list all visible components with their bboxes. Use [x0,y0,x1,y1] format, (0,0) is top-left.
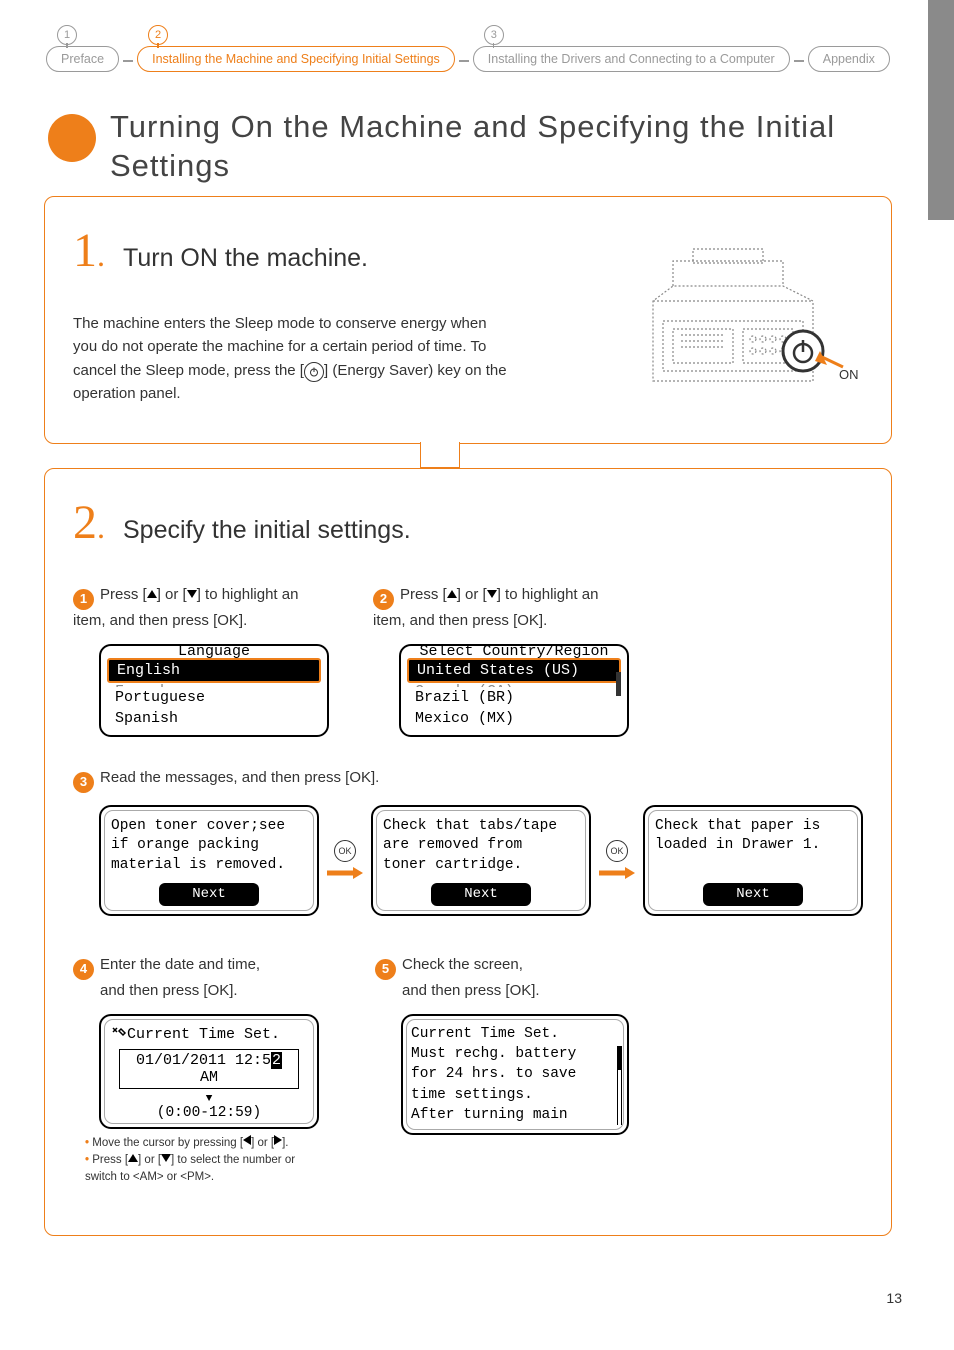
step-label: Specify the initial settings. [123,516,411,545]
bullet-2-icon: 2 [373,589,394,610]
up-arrow-icon [447,590,457,598]
step-1-box: 1. Turn ON the machine. The machine ente… [44,196,892,444]
lcd-country-screen: Select Country/Region United States (US)… [399,644,629,737]
tab-connector [794,60,804,62]
bullet-4-icon: 4 [73,959,94,980]
tools-icon [111,1026,127,1045]
tab-installing-machine[interactable]: 2 Installing the Machine and Specifying … [137,46,455,72]
next-button[interactable]: Next [431,883,531,906]
substep-5: 5Check the screen, and then press [OK]. … [375,954,625,1186]
substep-1: 1Press [] or [] to highlight an item, an… [73,584,333,737]
lcd-item-selected: English [107,658,321,683]
lcd-check-screen: Current Time Set. Must rechg. battery fo… [401,1014,629,1135]
tab-label: Installing the Drivers and Connecting to… [488,52,775,66]
tab-label: Appendix [823,52,875,66]
down-arrow-icon [487,590,497,598]
ok-key-icon: OK [334,840,356,862]
lcd-time-screen: Current Time Set. 01/01/2011 12:52 AM ▼ … [99,1014,319,1129]
tab-label: Preface [61,52,104,66]
heading-bullet-icon [48,114,96,162]
ok-key-icon: OK [606,840,628,862]
ok-arrow-icon: OK [599,840,635,880]
lcd-title: Select Country/Region [401,644,627,658]
next-button[interactable]: Next [159,883,259,906]
tab-connector [123,60,133,62]
bullet-5-icon: 5 [375,959,396,980]
substep-3: 3 Read the messages, and then press [OK].… [73,767,863,917]
printer-illustration: ON [603,231,863,416]
on-label: ON [839,367,859,382]
page-number: 13 [886,1290,902,1306]
tab-appendix[interactable]: Appendix [808,46,890,72]
tab-number: 3 [484,25,504,45]
heading-text: Turning On the Machine and Specifying th… [110,108,906,186]
bullet-1-icon: 1 [73,589,94,610]
scrollbar-icon [617,1046,622,1125]
step-label: Turn ON the machine. [123,244,368,273]
right-arrow-icon [274,1135,282,1145]
step-1-body-text: The machine enters the Sleep mode to con… [73,312,513,405]
message-box-2: Check that tabs/tape are removed from to… [371,805,591,917]
message-box-3: Check that paper is loaded in Drawer 1. … [643,805,863,917]
step-connector-notch [420,442,460,468]
time-value: 01/01/2011 12:52 AM [119,1049,299,1089]
step-title: 2. Specify the initial settings. [73,495,863,550]
side-tab-marker [928,0,954,220]
substep-3-text: Read the messages, and then press [OK]. [100,769,379,786]
lcd-item: Mexico (MX) [407,708,621,729]
time-screen-title: Current Time Set. [127,1026,280,1043]
substep-2: 2Press [] or [] to highlight an item, an… [373,584,633,737]
lcd-item: Brazil (BR) [407,687,621,708]
time-notes: • Move the cursor by pressing [] or []. … [85,1135,323,1187]
tab-number: 2 [148,25,168,45]
tab-installing-drivers[interactable]: 3 Installing the Drivers and Connecting … [473,46,790,72]
time-range: (0:00-12:59) [111,1105,307,1121]
tab-preface[interactable]: 1 Preface [46,46,119,72]
step-number: 2 [73,496,97,549]
breadcrumb-tabs: 1 Preface 2 Installing the Machine and S… [46,46,908,72]
message-box-1: Open toner cover;see if orange packing m… [99,805,319,917]
lcd-title: Language [101,644,327,658]
step-number: 1 [73,224,97,277]
ok-arrow-icon: OK [327,840,363,880]
lcd-item: Portuguese [107,687,321,708]
tab-label: Installing the Machine and Specifying In… [152,52,440,66]
up-arrow-icon [147,590,157,598]
page-heading: Turning On the Machine and Specifying th… [48,108,906,186]
bullet-3-icon: 3 [73,772,94,793]
lcd-item-selected: United States (US) [407,658,621,683]
down-arrow-icon [187,590,197,598]
step-2-box: 2. Specify the initial settings. 1Press … [44,468,892,1236]
energy-saver-key-icon [304,362,324,382]
up-arrow-icon [128,1154,138,1162]
substep-4: 4Enter the date and time, and then press… [73,954,323,1186]
left-arrow-icon [243,1135,251,1145]
tab-connector [459,60,469,62]
down-arrow-icon [161,1154,171,1162]
lcd-language-screen: Language English French Portuguese Spani… [99,644,329,737]
lcd-item: Spanish [107,708,321,729]
next-button[interactable]: Next [703,883,803,906]
tab-number: 1 [57,25,77,45]
